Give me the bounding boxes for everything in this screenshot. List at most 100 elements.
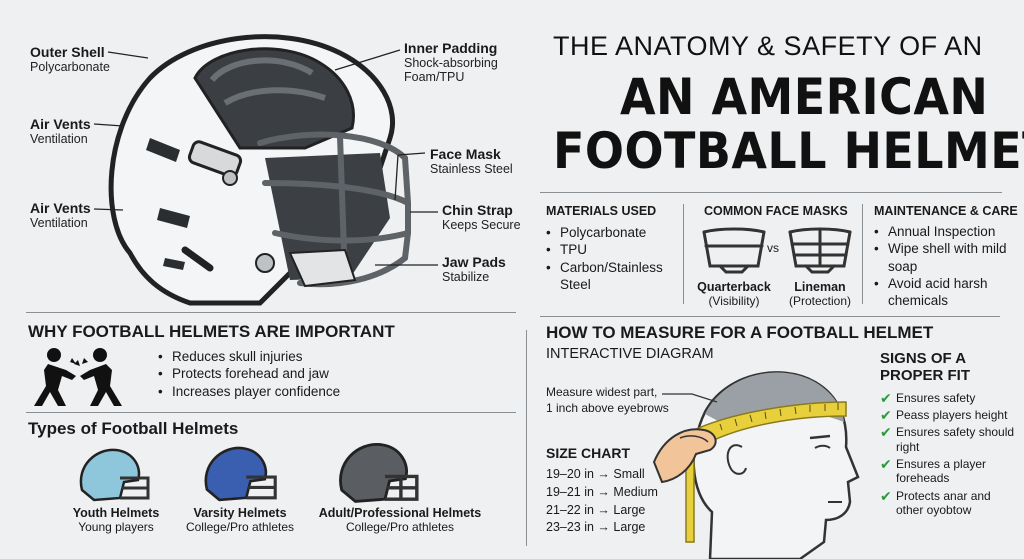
maintenance-item: Avoid acid harsh chemicals	[874, 275, 1014, 310]
label-air-vents-1: Air Vents Ventilation	[30, 116, 91, 146]
type-youth: Youth Helmets Young players	[56, 506, 176, 534]
check-icon: ✔	[880, 456, 892, 473]
type-youth-name: Youth Helmets	[72, 506, 160, 520]
type-adult-desc: College/Pro athletes	[345, 520, 455, 534]
fit-item: ✔ Ensures safety	[880, 389, 1020, 406]
fit-title-1: SIGNS OF A	[880, 350, 967, 367]
type-adult-name: Adult/Professional Helmets	[318, 506, 482, 520]
size-row: 19–21 in → Medium	[546, 484, 658, 499]
types-title: Types of Football Helmets	[28, 419, 239, 438]
check-icon: ✔	[880, 389, 892, 406]
why-list: Reduces skull injuries Protects forehead…	[158, 348, 340, 400]
quarterback-caption: Quarterback (Visibility)	[694, 280, 774, 308]
size-row: 19–20 in → Small	[546, 467, 645, 481]
anatomy-leader-lines	[93, 49, 438, 266]
maintenance-item: Wipe shell with mild soap	[874, 240, 1014, 275]
measure-subtitle: INTERACTIVE DIAGRAM	[546, 346, 714, 362]
fit-section: SIGNS OF A PROPER FIT ✔ Ensures safety ✔ P…	[880, 350, 1020, 521]
head-measure-illustration	[652, 371, 860, 559]
title-line-3: FOOTBALL HELMET	[553, 122, 1024, 180]
title-line-1: THE ANATOMY & SAFETY OF AN	[553, 31, 983, 61]
fit-item: ✔ Peass players height	[880, 406, 1020, 423]
face-mask-sub: Stainless Steel	[430, 162, 513, 176]
air-vents-2-title: Air Vents	[30, 200, 91, 216]
face-masks-vs: vs	[767, 241, 779, 255]
jaw-pads-title: Jaw Pads	[442, 254, 506, 270]
air-vents-1-title: Air Vents	[30, 116, 91, 132]
air-vents-2-sub: Ventilation	[30, 216, 88, 230]
size-chart-rows: 19–20 in → Small 19–21 in → Medium 21–22…	[546, 466, 658, 537]
inner-padding-title: Inner Padding	[404, 40, 498, 56]
label-chin-strap: Chin Strap Keeps Secure	[442, 202, 521, 232]
adult-helmet-icon	[339, 443, 419, 503]
fit-item-text: Protects anar and other oyobtow	[896, 488, 991, 518]
quarterback-note: (Visibility)	[708, 294, 760, 308]
lineman-note: (Protection)	[788, 294, 852, 308]
inner-padding-sub2: Foam/TPU	[404, 70, 465, 84]
size-chart-title: SIZE CHART	[546, 445, 630, 461]
air-vents-1-sub: Ventilation	[30, 132, 88, 146]
quarterback-mask-icon	[702, 227, 766, 274]
type-varsity-desc: College/Pro athletes	[185, 520, 295, 534]
check-icon: ✔	[880, 406, 892, 423]
size-row: 23–23 in → Large	[546, 520, 646, 535]
lineman-caption: Lineman (Protection)	[780, 280, 860, 308]
why-item: Reduces skull injuries	[158, 348, 340, 366]
lineman-name: Lineman	[794, 280, 846, 294]
materials-item: TPU	[546, 241, 681, 259]
divider-mid-left	[26, 312, 516, 313]
measure-note-line2: 1 inch above eyebrows	[546, 400, 669, 415]
materials-item: Polycarbonate	[546, 224, 681, 242]
fit-item-text: Ensures safety should right	[896, 425, 1015, 454]
fit-item: ✔ Ensures a player foreheads	[880, 456, 1020, 486]
label-inner-padding: Inner Padding Shock-absorbing Foam/TPU	[404, 40, 498, 84]
measure-pointer-line	[662, 393, 718, 403]
chin-strap-title: Chin Strap	[442, 202, 513, 218]
fit-item-text: Ensures a player foreheads	[896, 457, 987, 486]
maintenance-item: Annual Inspection	[874, 223, 1014, 241]
type-varsity: Varsity Helmets College/Pro athletes	[180, 506, 300, 534]
type-varsity-name: Varsity Helmets	[193, 506, 287, 520]
maintenance-title: MAINTENANCE & CARE	[874, 204, 1018, 218]
quarterback-name: Quarterback	[697, 280, 771, 294]
face-mask-title: Face Mask	[430, 146, 501, 162]
check-icon: ✔	[880, 487, 892, 504]
label-face-mask: Face Mask Stainless Steel	[430, 146, 513, 176]
outer-shell-sub: Polycarbonate	[30, 60, 110, 74]
label-air-vents-2: Air Vents Ventilation	[30, 200, 91, 230]
materials-list: Polycarbonate TPU Carbon/Stainless Steel	[546, 224, 681, 293]
fit-item-text: Ensures safety	[896, 390, 976, 405]
divider-col-1	[683, 204, 684, 304]
fit-title-2: PROPER FIT	[880, 367, 971, 385]
helmet-illustration	[108, 34, 411, 306]
maintenance-section: MAINTENANCE & CARE Annual Inspection Wip…	[874, 204, 1018, 309]
outer-shell-title: Outer Shell	[30, 44, 105, 60]
divider-measure	[540, 316, 1000, 317]
fit-item: ✔ Protects anar and other oyobtow	[880, 487, 1020, 518]
why-item: Protects forehead and jaw	[158, 365, 340, 383]
inner-padding-sub1: Shock-absorbing	[404, 56, 498, 70]
divider-vertical-bottom	[526, 330, 527, 546]
tackle-icon	[34, 348, 122, 406]
divider-top-right	[540, 192, 1002, 193]
type-youth-desc: Young players	[78, 520, 154, 534]
why-title: WHY FOOTBALL HELMETS ARE IMPORTANT	[28, 322, 395, 341]
face-masks-title: COMMON FACE MASKS	[704, 204, 848, 218]
label-outer-shell: Outer Shell Polycarbonate	[30, 44, 110, 74]
measure-note: Measure widest part, 1 inch above eyebro…	[546, 385, 669, 416]
fit-list: ✔ Ensures safety ✔ Peass players height ✔ E…	[880, 389, 1020, 518]
fit-item: ✔ Ensures safety should right	[880, 424, 1020, 454]
youth-helmet-icon	[79, 448, 150, 502]
type-adult: Adult/Professional Helmets College/Pro a…	[300, 506, 500, 534]
maintenance-list: Annual Inspection Wipe shell with mild s…	[874, 223, 1014, 309]
fit-item-text: Peass players height	[896, 407, 1008, 422]
label-jaw-pads: Jaw Pads Stabilize	[442, 254, 506, 284]
varsity-helmet-icon	[204, 446, 277, 502]
why-item: Increases player confidence	[158, 383, 340, 401]
size-row: 21–22 in → Large	[546, 502, 646, 517]
check-icon: ✔	[880, 424, 892, 441]
divider-types	[26, 412, 516, 413]
chin-strap-sub: Keeps Secure	[442, 218, 521, 232]
measure-note-line1: Measure widest part,	[546, 385, 658, 399]
measure-title: HOW TO MEASURE FOR A FOOTBALL HELMET	[546, 323, 934, 342]
